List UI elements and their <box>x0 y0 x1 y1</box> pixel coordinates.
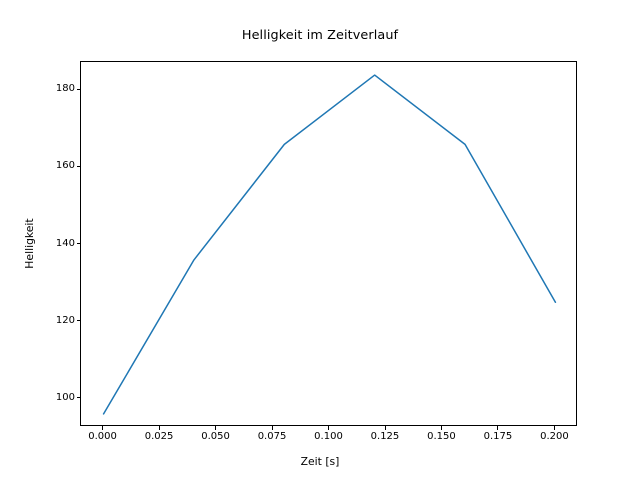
y-tick-label: 100 <box>55 391 75 403</box>
x-tick-label: 0.100 <box>314 431 343 442</box>
x-tick-mark <box>384 426 386 430</box>
x-tick-label: 0.200 <box>540 431 569 442</box>
x-tick-mark <box>328 426 329 430</box>
y-tick-label: 120 <box>55 314 75 326</box>
x-tick-mark <box>271 426 273 430</box>
x-tick-label: 0.175 <box>483 431 513 442</box>
y-tick-mark <box>76 166 80 167</box>
data-series-line <box>102 74 557 415</box>
y-tick-label: 140 <box>55 237 75 249</box>
x-tick-mark <box>441 426 442 430</box>
chart-title: Helligkeit im Zeitverlauf <box>241 28 399 43</box>
x-tick-mark <box>215 426 216 430</box>
x-tick-mark <box>497 426 499 430</box>
x-tick-mark <box>553 426 555 430</box>
x-tick-label: 0.050 <box>201 431 230 442</box>
y-axis-label: Helligkeit <box>23 218 36 269</box>
line-plot <box>102 74 557 415</box>
x-tick-mark <box>102 426 104 430</box>
x-tick-label: 0.025 <box>144 431 174 442</box>
x-tick-mark <box>158 426 160 430</box>
plot-axes-area <box>80 61 577 426</box>
y-tick-mark <box>76 89 80 90</box>
x-tick-label: 0.150 <box>427 431 456 442</box>
x-tick-label: 0.075 <box>257 431 287 442</box>
y-tick-mark <box>76 243 80 244</box>
y-tick-label: 180 <box>55 83 75 95</box>
y-tick-mark <box>76 320 80 321</box>
x-tick-label: 0.125 <box>370 431 400 442</box>
y-tick-label: 160 <box>55 160 75 172</box>
x-axis-label: Zeit [s] <box>300 455 340 468</box>
x-tick-label: 0.000 <box>88 431 117 442</box>
y-tick-mark <box>76 397 80 398</box>
